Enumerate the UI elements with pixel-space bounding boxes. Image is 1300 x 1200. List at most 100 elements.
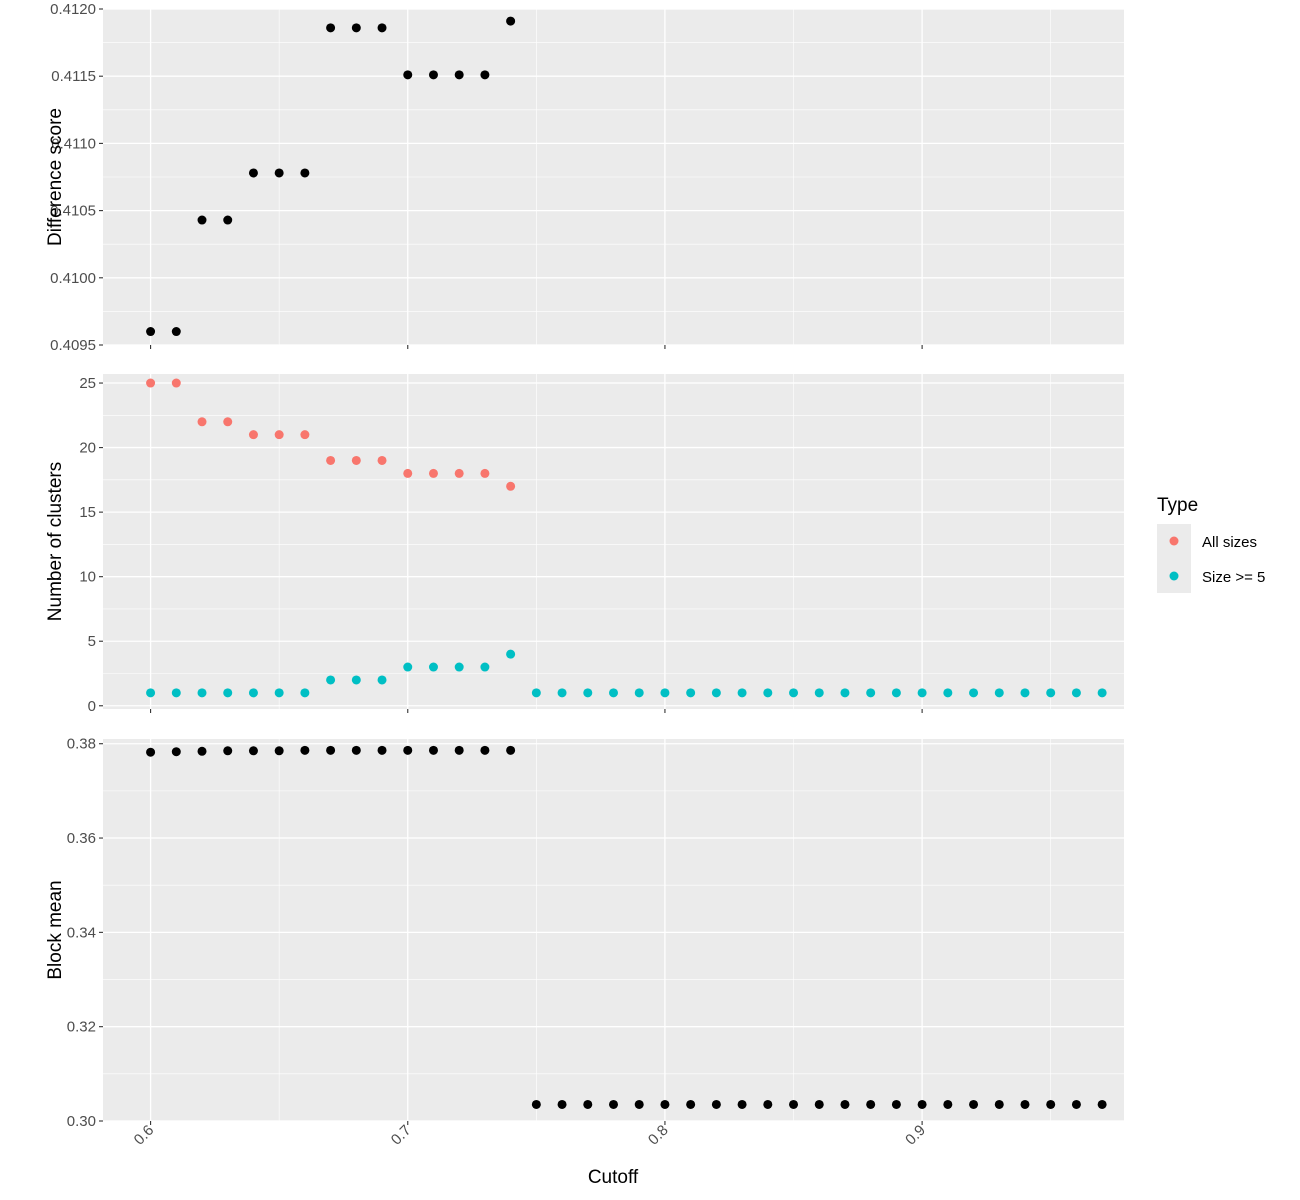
legend-key-size-ge-5 [1169,571,1179,581]
legend-label-size-ge-5: Size >= 5 [1202,569,1265,586]
y-tick-label: 0.38 [67,736,96,753]
data-point [506,16,516,26]
data-point [480,662,490,672]
legend-key-all-sizes [1169,536,1179,546]
data-point [1046,688,1056,698]
data-point [1071,1099,1081,1109]
data-point [351,745,361,755]
data-point [583,688,593,698]
y-tick-label: 5 [88,633,96,650]
data-point [634,688,644,698]
data-point [197,746,207,756]
y-tick-label: 0.4110 [51,135,96,152]
data-point [248,688,258,698]
y-tick-label: 0.30 [67,1113,96,1130]
data-point [428,745,438,755]
data-point [994,688,1004,698]
data-point [763,1099,773,1109]
data-point [840,1099,850,1109]
data-point [454,662,464,672]
data-point [377,675,387,685]
data-point [403,468,413,478]
data-point [377,23,387,33]
data-point [403,745,413,755]
y-tick-label: 20 [79,440,96,457]
data-point [814,688,824,698]
data-point [480,468,490,478]
data-point [248,746,258,756]
y-tick-label: 0.4100 [50,270,96,287]
data-point [711,688,721,698]
y-tick-label: 0.32 [67,1019,96,1036]
data-point [326,675,336,685]
y-tick-label: 0.36 [67,830,96,847]
data-point [763,688,773,698]
data-point [583,1099,593,1109]
data-point [274,688,284,698]
legend: Type All sizes Size >= 5 [1157,495,1265,593]
data-point [789,1099,799,1109]
data-point [248,430,258,440]
data-point [480,70,490,80]
data-point [300,430,310,440]
data-point [686,1099,696,1109]
panel-3: 0.30 0.32 0.34 0.36 0.38 Block mean [45,736,1124,1130]
data-point [506,481,516,491]
data-point [789,688,799,698]
data-point [171,378,181,388]
data-point [454,70,464,80]
data-point [351,455,361,465]
y-tick-label: 0.34 [67,924,96,941]
series-1 [146,16,516,337]
data-point [840,688,850,698]
data-point [531,688,541,698]
data-point [737,688,747,698]
data-point [197,688,207,698]
data-point [377,745,387,755]
data-point [634,1099,644,1109]
data-point [969,688,979,698]
data-point [403,662,413,672]
x-tick-label: 0.6 [131,1122,158,1149]
data-point [274,430,284,440]
chart-panels: 0.4095 0.4100 0.4105 0.4110 0.4115 0.4120 Diff… [45,1,1124,1149]
data-point [609,688,618,698]
data-point [737,1099,747,1109]
legend-title: Type [1157,495,1198,516]
data-point [480,745,490,755]
x-tick-label: 0.9 [902,1122,929,1149]
y-tick-label: 15 [79,504,96,521]
x-axis-title: Cutoff [588,1167,639,1188]
panel-2: 0 5 10 15 20 25 Number of clusters [45,374,1124,715]
series-1 [146,745,1107,1109]
data-point [969,1099,979,1109]
data-point [146,378,156,388]
x-tick-label: 0.7 [388,1122,415,1149]
data-point [557,688,567,698]
data-point [197,417,207,427]
x-tick-label: 0.8 [645,1122,672,1149]
data-point [891,1099,901,1109]
data-point [248,168,258,178]
data-point [274,168,284,178]
y-tick-label: 0.4105 [50,203,96,220]
data-point [223,688,233,698]
data-point [300,745,310,755]
data-point [866,688,876,698]
data-point [1097,1099,1107,1109]
data-point [428,662,438,672]
data-point [891,688,901,698]
data-point [377,455,387,465]
data-point [609,1099,618,1109]
data-point [917,688,927,698]
series-2 [146,649,1107,698]
data-point [917,1099,927,1109]
y-tick-label: 0.4120 [50,1,96,18]
data-point [943,688,953,698]
data-point [1046,1099,1056,1109]
data-point [1020,1099,1030,1109]
data-point [428,70,438,80]
data-point [506,649,516,659]
series-1 [146,378,516,491]
